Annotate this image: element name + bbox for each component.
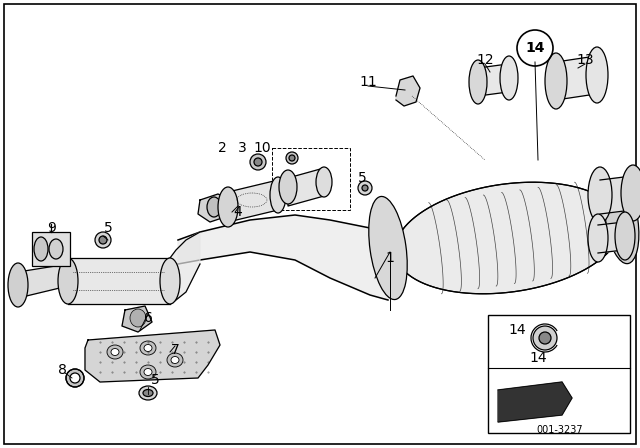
Polygon shape	[556, 56, 596, 100]
Text: 8: 8	[58, 363, 67, 377]
Ellipse shape	[70, 373, 80, 383]
Polygon shape	[396, 76, 420, 106]
Ellipse shape	[140, 365, 156, 379]
Ellipse shape	[588, 214, 608, 262]
Text: 11: 11	[359, 75, 377, 89]
Text: 14: 14	[529, 351, 547, 365]
Polygon shape	[68, 258, 170, 304]
Polygon shape	[478, 64, 508, 96]
Text: 12: 12	[476, 53, 494, 67]
Polygon shape	[170, 232, 200, 304]
Ellipse shape	[369, 196, 407, 300]
Ellipse shape	[316, 167, 332, 197]
Ellipse shape	[66, 369, 84, 387]
Bar	[488, 315, 630, 433]
Ellipse shape	[270, 177, 286, 213]
Text: 5: 5	[104, 221, 113, 235]
Text: 1: 1	[385, 251, 394, 265]
Ellipse shape	[500, 56, 518, 100]
Ellipse shape	[289, 155, 295, 161]
Text: 4: 4	[234, 205, 243, 219]
Ellipse shape	[144, 369, 152, 375]
Ellipse shape	[107, 345, 123, 359]
Ellipse shape	[605, 181, 639, 264]
Ellipse shape	[8, 263, 28, 307]
Polygon shape	[122, 306, 152, 332]
Text: 001-3237: 001-3237	[537, 425, 583, 435]
Text: 13: 13	[576, 53, 594, 67]
Text: 5: 5	[358, 171, 366, 185]
Polygon shape	[178, 215, 390, 300]
Ellipse shape	[111, 349, 119, 356]
Ellipse shape	[250, 154, 266, 170]
Ellipse shape	[615, 212, 635, 260]
Ellipse shape	[167, 353, 183, 367]
Polygon shape	[288, 168, 324, 206]
Ellipse shape	[143, 389, 153, 396]
Polygon shape	[498, 382, 572, 422]
Text: 7: 7	[171, 343, 179, 357]
Text: 3: 3	[237, 141, 246, 155]
Text: 5: 5	[150, 373, 159, 387]
Circle shape	[539, 332, 551, 344]
Text: 10: 10	[253, 141, 271, 155]
Ellipse shape	[588, 167, 612, 223]
Ellipse shape	[286, 152, 298, 164]
Text: 14: 14	[508, 323, 525, 337]
Ellipse shape	[545, 53, 567, 109]
Ellipse shape	[139, 386, 157, 400]
Ellipse shape	[99, 236, 107, 244]
Ellipse shape	[49, 239, 63, 259]
Ellipse shape	[95, 232, 111, 248]
Ellipse shape	[130, 309, 146, 327]
Polygon shape	[228, 180, 278, 222]
Ellipse shape	[586, 47, 608, 103]
Polygon shape	[598, 222, 624, 253]
Ellipse shape	[34, 237, 48, 261]
Ellipse shape	[140, 341, 156, 355]
Polygon shape	[85, 330, 220, 382]
Text: 14: 14	[526, 41, 544, 55]
Ellipse shape	[58, 258, 78, 304]
Ellipse shape	[621, 165, 640, 221]
Bar	[272, 148, 350, 210]
Ellipse shape	[218, 187, 238, 227]
Ellipse shape	[160, 258, 180, 304]
Polygon shape	[18, 264, 68, 298]
Polygon shape	[395, 182, 621, 294]
Bar	[32, 232, 70, 266]
Text: 6: 6	[143, 311, 152, 325]
Ellipse shape	[144, 345, 152, 352]
Text: 9: 9	[47, 221, 56, 235]
Text: 2: 2	[218, 141, 227, 155]
Polygon shape	[600, 176, 632, 214]
Ellipse shape	[207, 197, 221, 217]
Circle shape	[533, 326, 557, 350]
Ellipse shape	[362, 185, 368, 191]
Ellipse shape	[171, 357, 179, 363]
Polygon shape	[198, 194, 230, 222]
Ellipse shape	[279, 170, 297, 204]
Ellipse shape	[469, 60, 487, 104]
Ellipse shape	[358, 181, 372, 195]
Ellipse shape	[254, 158, 262, 166]
Text: 14: 14	[525, 41, 545, 55]
